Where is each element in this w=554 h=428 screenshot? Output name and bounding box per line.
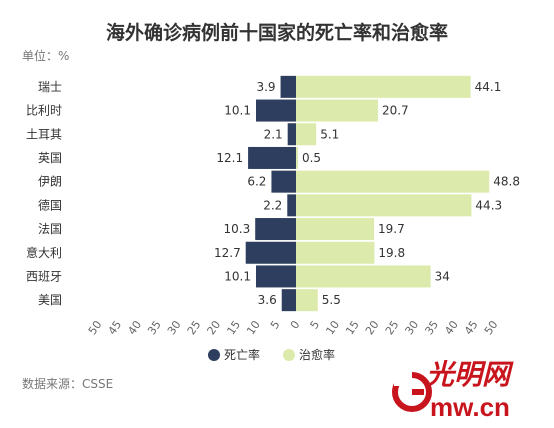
bars-layer (245, 75, 490, 312)
x-tick-label: 10 (244, 318, 263, 337)
x-tick-label: 30 (403, 318, 422, 337)
category-label: 比利时 (26, 104, 62, 118)
x-tick-label: 35 (145, 318, 164, 337)
x-axis: 50 45 40 35 30 25 20 15 10 5 0 5 10 15 20 25 30 35 40 45 50 (86, 318, 501, 337)
source-note: 数据来源：CSSE (22, 377, 114, 391)
x-tick-label: 30 (165, 318, 184, 337)
x-tick-label: 20 (205, 318, 224, 337)
cure-rate-bar (296, 99, 378, 122)
legend-marker-cure (283, 349, 295, 361)
legend-label-death: 死亡率 (224, 347, 260, 362)
cure-rate-bar (296, 265, 431, 288)
death-rate-bar (245, 241, 296, 264)
cure-rate-label: 20.7 (382, 104, 409, 118)
unit-label: 单位：% (22, 49, 70, 63)
x-tick-label: 40 (442, 318, 461, 337)
x-tick-label: 35 (422, 318, 441, 337)
death-rate-bar (281, 289, 296, 312)
x-tick-label: 50 (482, 318, 501, 337)
x-tick-label: 40 (125, 318, 144, 337)
category-label: 瑞士 (38, 80, 62, 94)
legend: 死亡率 治愈率 (208, 347, 335, 362)
x-tick-label: 5 (268, 318, 283, 331)
cure-rate-bar (296, 123, 317, 146)
cure-rate-label: 5.5 (322, 293, 341, 307)
cure-rate-bar (296, 170, 490, 193)
svg-text:光明网: 光明网 (425, 358, 514, 391)
x-tick-label: 45 (462, 318, 481, 337)
cure-rate-label: 0.5 (302, 151, 321, 165)
x-tick-label: 20 (363, 318, 382, 337)
x-tick-label: 0 (288, 318, 303, 331)
cure-rate-bar (296, 75, 471, 98)
death-rate-label: 12.1 (216, 151, 243, 165)
death-rate-label: 3.6 (258, 293, 277, 307)
cure-rate-label: 48.8 (493, 175, 520, 189)
x-tick-label: 45 (106, 318, 125, 337)
gmw-logo: 光明网 mw.cn (392, 358, 514, 422)
death-rate-bar (256, 99, 296, 122)
death-rate-label: 10.3 (223, 222, 250, 236)
cure-rate-bar (296, 194, 472, 217)
category-label: 法国 (38, 222, 62, 236)
category-label: 土耳其 (26, 127, 62, 141)
death-rate-label: 2.2 (263, 198, 282, 212)
category-label: 德国 (38, 197, 62, 212)
x-tick-label: 5 (308, 318, 323, 331)
cure-rate-label: 44.1 (475, 80, 502, 94)
x-tick-label: 50 (86, 318, 105, 337)
death-rate-bar (248, 146, 296, 169)
x-tick-label: 10 (323, 318, 342, 337)
legend-label-cure: 治愈率 (299, 347, 335, 362)
death-rate-label: 2.1 (264, 127, 283, 141)
death-rate-bar (287, 123, 296, 146)
cure-rate-bar (296, 218, 375, 241)
cure-rate-bar (296, 289, 318, 312)
category-label: 英国 (38, 151, 62, 165)
death-rate-label: 3.9 (256, 80, 275, 94)
death-rate-label: 10.1 (224, 104, 251, 118)
death-rate-bar (280, 75, 296, 98)
x-tick-label: 25 (185, 318, 204, 337)
death-rate-bar (287, 194, 296, 217)
category-label: 伊朗 (38, 175, 62, 189)
legend-marker-death (208, 349, 220, 361)
category-label: 意大利 (26, 245, 62, 260)
death-rate-label: 10.1 (224, 269, 251, 283)
value-labels: 3.9 44.1 10.1 20.7 2.1 5.1 12.1 0.5 6.2 48.8 2.2 44… (214, 80, 520, 307)
cure-rate-label: 19.8 (378, 246, 405, 260)
x-tick-label: 15 (343, 318, 362, 337)
cure-rate-bar (296, 146, 298, 169)
death-rate-bar (271, 170, 296, 193)
cure-rate-label: 19.7 (378, 222, 405, 236)
chart-title: 海外确诊病例前十国家的死亡率和治愈率 (105, 22, 448, 44)
death-rate-label: 6.2 (247, 175, 266, 189)
cure-rate-bar (296, 241, 375, 264)
svg-text:mw.cn: mw.cn (430, 392, 510, 422)
x-tick-label: 15 (224, 318, 243, 337)
cure-rate-label: 5.1 (320, 127, 339, 141)
category-label: 美国 (38, 293, 62, 307)
cure-rate-label: 44.3 (475, 198, 502, 212)
death-rate-label: 12.7 (214, 246, 241, 260)
x-tick-label: 25 (383, 318, 402, 337)
death-rate-bar (255, 218, 296, 241)
category-label: 西班牙 (26, 269, 62, 283)
cure-rate-label: 34 (435, 269, 450, 283)
death-rate-bar (256, 265, 296, 288)
